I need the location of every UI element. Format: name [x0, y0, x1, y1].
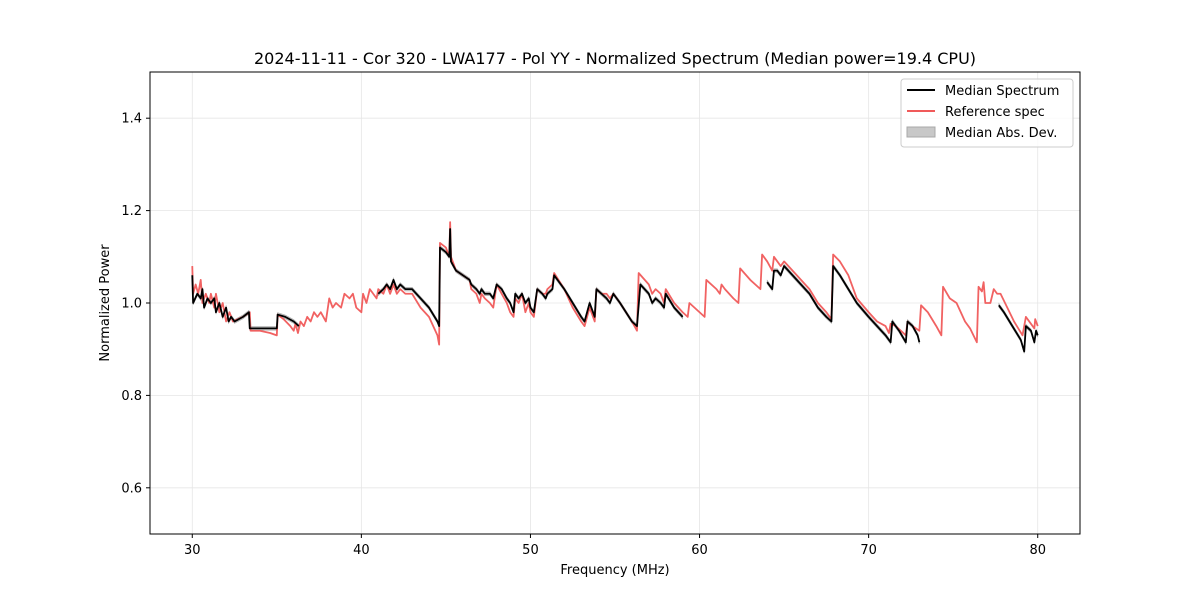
- mad-band-segment: [766, 263, 920, 346]
- grid-layer: [150, 72, 1080, 534]
- x-axis-label: Frequency (MHz): [560, 563, 669, 578]
- legend-box: [900, 78, 1074, 148]
- median-spectrum-line: [377, 228, 684, 328]
- x-tick-label: 60: [691, 543, 708, 558]
- x-tick-label: 70: [860, 543, 877, 558]
- tick-layer: 30 40 50 60 70 80 0.6 0.8 1.0 1.2 1.4: [121, 112, 1046, 558]
- mad-band-layer: [191, 227, 1039, 354]
- x-tick-label: 40: [353, 543, 370, 558]
- y-tick-label: 1.2: [121, 204, 142, 219]
- y-tick-label: 1.4: [121, 112, 142, 127]
- y-axis-label: Normalized Power: [98, 244, 113, 362]
- median-spectrum-line: [766, 265, 921, 344]
- y-tick-label: 1.0: [121, 297, 142, 312]
- median-series-layer: [191, 228, 1039, 353]
- median-spectrum-line: [998, 304, 1039, 353]
- legend-reference-label: Reference spec: [945, 105, 1045, 120]
- y-tick-label: 0.8: [121, 389, 142, 404]
- legend-mad-label: Median Abs. Dev.: [945, 126, 1057, 141]
- x-tick-label: 30: [184, 543, 201, 558]
- chart-title: 2024-11-11 - Cor 320 - LWA177 - Pol YY -…: [254, 49, 976, 68]
- y-tick-label: 0.6: [121, 481, 142, 496]
- legend: Median Spectrum Reference spec Median Ab…: [900, 78, 1074, 148]
- median-spectrum-line: [191, 275, 300, 330]
- x-tick-label: 50: [522, 543, 539, 558]
- x-tick-label: 80: [1029, 543, 1046, 558]
- legend-mad-patch: [906, 126, 936, 138]
- legend-median-label: Median Spectrum: [945, 84, 1059, 99]
